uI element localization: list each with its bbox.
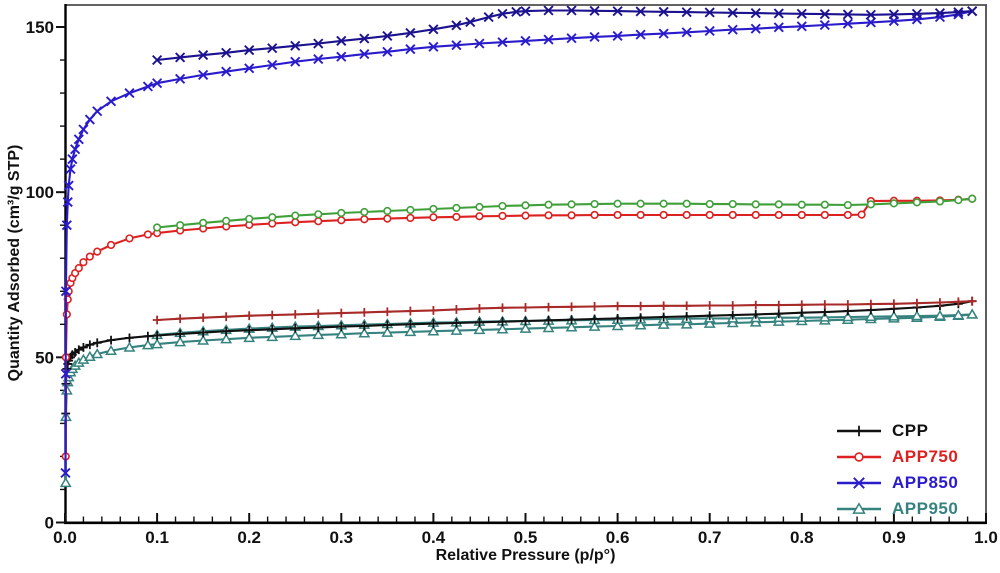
series-CPP-adsorption (61, 296, 977, 418)
plus-marker-sample (837, 425, 881, 437)
legend-label: CPP (892, 421, 929, 440)
y-tick-label: 150 (26, 18, 54, 37)
y-axis-label: Quantity Adsorbed (cm³/g STP) (6, 144, 23, 382)
x-tick-label: 0.0 (53, 528, 77, 547)
x-tick-label: 0.8 (790, 528, 814, 547)
y-tick-label: 100 (26, 183, 54, 202)
x-marker-sample (837, 477, 881, 489)
legend-item-app850: APP850 (836, 470, 958, 496)
legend-label: APP850 (892, 473, 959, 492)
x-tick-label: 0.6 (606, 528, 630, 547)
x-tick-label: 1.0 (974, 528, 998, 547)
y-tick-label: 0 (45, 514, 54, 533)
x-tick-label: 0.7 (698, 528, 722, 547)
legend: CPP APP750 APP850 APP950 (836, 418, 958, 522)
series-APP850-adsorption (60, 6, 978, 479)
legend-item-cpp: CPP (836, 418, 958, 444)
legend-item-app750: APP750 (836, 444, 958, 470)
legend-label: APP950 (892, 499, 959, 518)
circle-marker-sample (837, 452, 881, 462)
legend-item-app950: APP950 (836, 496, 958, 522)
series-APP750-desorption (153, 194, 977, 232)
x-tick-label: 0.9 (882, 528, 906, 547)
x-tick-label: 0.1 (145, 528, 169, 547)
y-tick-label: 50 (35, 348, 54, 367)
x-tick-label: 0.5 (514, 528, 538, 547)
x-tick-label: 0.2 (237, 528, 261, 547)
x-tick-label: 0.3 (329, 528, 353, 547)
legend-label: APP750 (892, 447, 959, 466)
series-APP850-desorption (152, 5, 978, 66)
x-tick-label: 0.4 (422, 528, 446, 547)
x-axis-label: Relative Pressure (p/p°) (435, 547, 616, 564)
series-CPP-desorption (152, 296, 977, 325)
triangle-marker-sample (837, 502, 881, 514)
